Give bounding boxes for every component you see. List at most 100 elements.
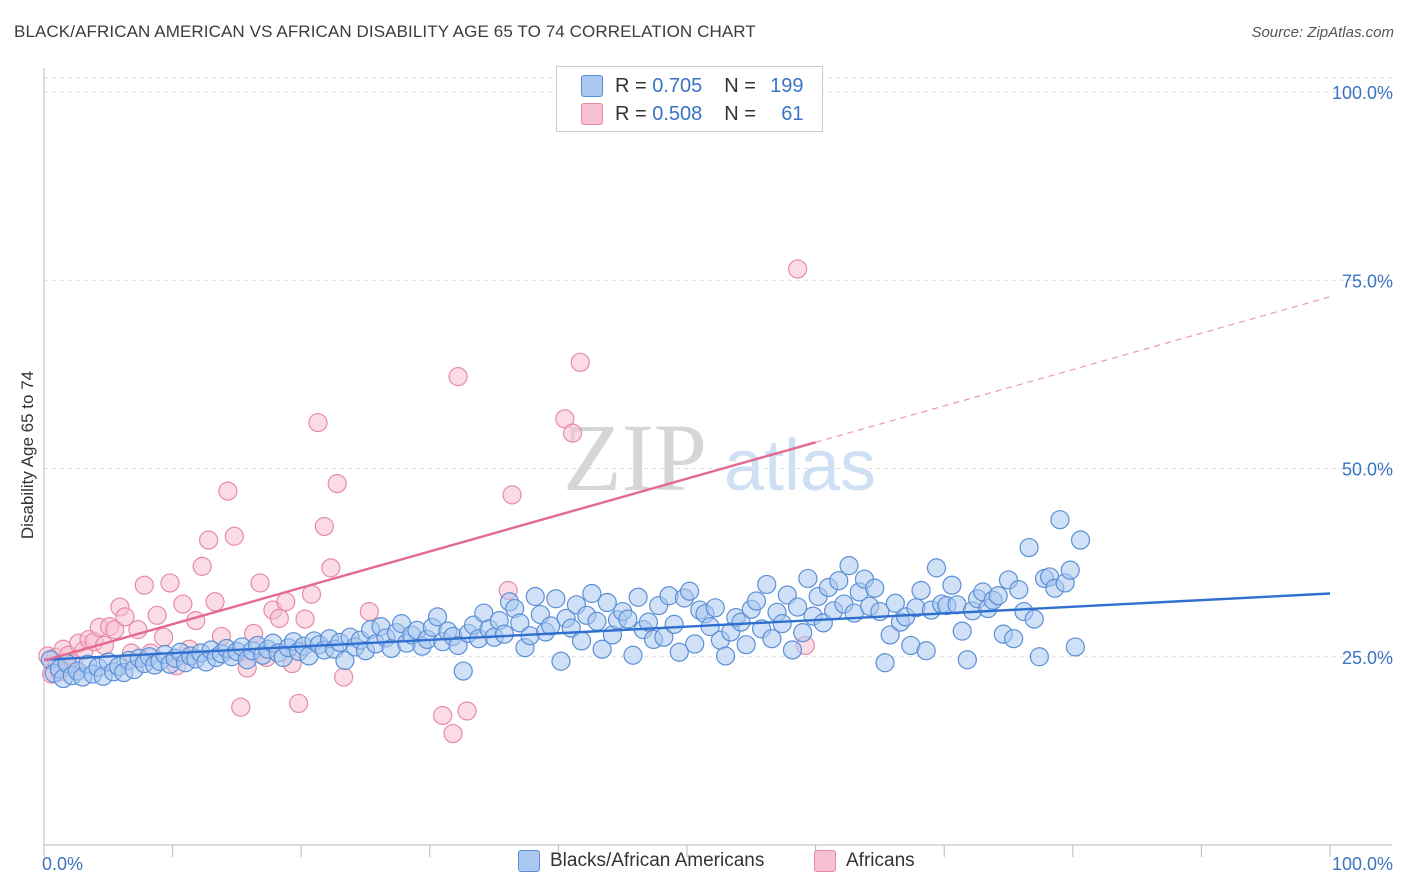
axes — [43, 68, 1392, 857]
africans-point — [443, 723, 463, 744]
blacks-point — [592, 639, 612, 659]
r-value: 0.508 — [652, 102, 703, 125]
africans-point — [250, 573, 270, 593]
blacks-trend-line — [43, 592, 1331, 661]
africans-point — [308, 412, 328, 433]
n-label: N = — [724, 74, 756, 97]
africans-point — [448, 367, 468, 387]
africans-point — [295, 609, 315, 629]
africans-point — [457, 701, 477, 721]
blacks-point — [597, 592, 617, 613]
series-legend: Blacks/African Americans Africans — [0, 850, 1406, 878]
gridlines — [44, 77, 1392, 658]
africans-point — [327, 473, 347, 494]
x-tick-label: 0.0% — [42, 854, 83, 874]
africans-swatch — [581, 103, 603, 125]
blacks-point — [1050, 510, 1070, 530]
stats-row-africans: R = 0.508 N = 61 — [581, 101, 804, 127]
africans-point — [147, 605, 167, 625]
blacks-point — [736, 635, 756, 655]
blacks-point — [1070, 530, 1091, 550]
africans-point — [218, 481, 238, 501]
blacks-point — [669, 642, 689, 662]
blacks-point — [942, 575, 962, 595]
blacks-point — [731, 612, 751, 632]
africans-point — [787, 259, 808, 279]
stats-legend: R = 0.705 N = 199 R = 0.508 N = 61 — [556, 66, 823, 132]
blacks-point — [839, 556, 859, 576]
legend-label-blacks: Blacks/African Americans — [550, 850, 765, 871]
africans-point — [134, 575, 154, 595]
blacks-point — [926, 558, 947, 578]
legend-label-africans: Africans — [846, 850, 915, 871]
y-tick-label: 100.0% — [1332, 83, 1393, 103]
blacks-points — [40, 510, 1091, 689]
blacks-point — [880, 625, 900, 645]
africans-point — [334, 667, 354, 687]
blacks-swatch — [581, 75, 603, 97]
blacks-point — [628, 587, 648, 607]
africans-point — [359, 601, 379, 622]
legend-item-africans[interactable]: Africans — [814, 850, 915, 872]
source-label: Source: ZipAtlas.com — [1251, 24, 1394, 41]
n-value: 199 — [770, 74, 804, 97]
blacks-point — [952, 621, 972, 641]
africans-point — [231, 697, 251, 717]
africans-point — [502, 485, 522, 505]
blacks-point — [793, 623, 813, 643]
blacks-point — [772, 614, 792, 634]
blacks-point — [551, 651, 571, 671]
blacks-point — [746, 591, 767, 611]
n-label: N = — [724, 102, 756, 125]
blacks-point — [623, 645, 643, 665]
blacks-point — [988, 586, 1008, 606]
tick-labels: 25.0% 50.0% 75.0% 100.0% 0.0% 100.0% — [42, 83, 1393, 874]
blacks-point — [546, 589, 566, 609]
stats-row-blacks: R = 0.705 N = 199 — [581, 73, 804, 99]
africans-point — [301, 584, 322, 604]
africans-point — [433, 705, 453, 726]
africans-trend-extension — [815, 296, 1331, 443]
watermark-atlas: atlas — [724, 426, 876, 506]
africans-point — [289, 693, 309, 714]
watermark: ZIP atlas — [563, 404, 876, 511]
legend-item-blacks[interactable]: Blacks/African Americans — [518, 850, 764, 872]
blacks-point — [787, 597, 808, 617]
africans-point — [570, 352, 590, 372]
n-value: 61 — [781, 102, 804, 125]
x-tick-label: 100.0% — [1332, 854, 1393, 874]
blacks-point — [875, 653, 895, 673]
blacks-point — [571, 631, 592, 651]
africans-point — [276, 592, 296, 612]
blacks-point — [885, 593, 905, 613]
blacks-point — [582, 583, 602, 604]
africans-point — [173, 594, 193, 614]
africans-point — [160, 573, 180, 593]
africans-trend-line — [43, 441, 816, 662]
y-tick-label: 50.0% — [1342, 460, 1393, 480]
blacks-point — [685, 634, 705, 654]
blacks-point — [618, 609, 638, 629]
blacks-point — [679, 581, 700, 601]
africans-point — [269, 608, 289, 628]
r-label: R = — [615, 102, 647, 125]
r-label: R = — [615, 74, 647, 97]
blacks-point — [762, 629, 782, 649]
blacks-point — [335, 650, 355, 671]
blacks-point — [782, 640, 803, 660]
r-value: 0.705 — [652, 74, 703, 97]
africans-point — [115, 607, 135, 627]
y-tick-label: 75.0% — [1342, 271, 1393, 291]
blacks-point — [664, 614, 684, 634]
blacks-point — [715, 646, 736, 666]
africans-point — [562, 423, 583, 443]
blacks-point — [1024, 609, 1044, 629]
blacks-point — [1009, 580, 1029, 600]
blacks-point — [829, 571, 849, 591]
blacks-point — [525, 586, 545, 607]
africans-point — [321, 558, 341, 578]
blacks-legend-swatch — [518, 850, 540, 872]
watermark-zip: ZIP — [563, 404, 707, 511]
blacks-point — [1060, 560, 1080, 580]
blacks-point — [705, 598, 725, 618]
